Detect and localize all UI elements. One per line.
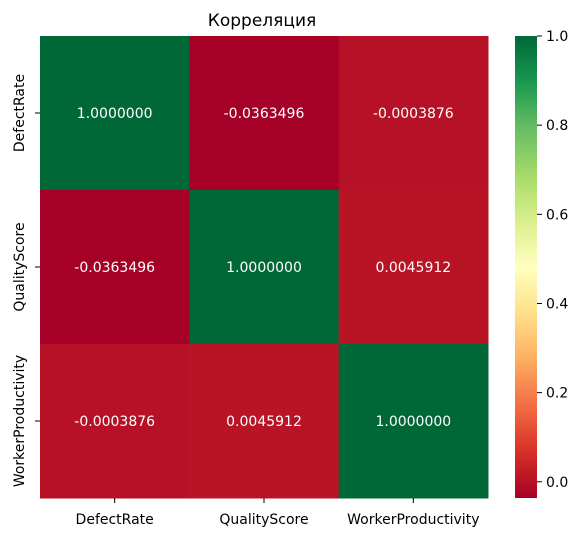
y-axis-ticks: DefectRate QualityScore WorkerProductivity bbox=[12, 74, 40, 487]
colorbar-tick-label: 0.2 bbox=[546, 386, 568, 402]
x-tick-label: QualityScore bbox=[219, 512, 308, 528]
heatmap-cell bbox=[189, 190, 340, 345]
cell-value-label: -0.0003876 bbox=[373, 106, 454, 122]
y-tick-label: WorkerProductivity bbox=[12, 355, 28, 487]
heatmap-cell bbox=[338, 190, 489, 345]
colorbar: 0.0 0.2 0.4 0.6 0.8 1.0 bbox=[515, 29, 568, 498]
x-tick-label: WorkerProductivity bbox=[347, 512, 479, 528]
x-tick-label: DefectRate bbox=[76, 512, 154, 528]
y-tick-label: QualityScore bbox=[12, 222, 28, 311]
colorbar-gradient bbox=[515, 36, 537, 498]
heatmap-cell bbox=[189, 344, 340, 499]
heatmap-cells bbox=[40, 36, 489, 499]
cell-value-label: 0.0045912 bbox=[226, 414, 302, 430]
colorbar-tick-label: 0.8 bbox=[546, 118, 568, 134]
heatmap-cell-labels: 1.0000000 -0.0363496 -0.0003876 -0.0363496 1… bbox=[74, 106, 454, 430]
colorbar-tick-label: 0.0 bbox=[546, 475, 568, 491]
colorbar-tick-label: 1.0 bbox=[546, 29, 568, 45]
colorbar-tick-label: 0.6 bbox=[546, 207, 568, 223]
cell-value-label: -0.0363496 bbox=[224, 106, 305, 122]
cell-value-label: 1.0000000 bbox=[375, 414, 451, 430]
cell-value-label: -0.0363496 bbox=[74, 260, 155, 276]
heatmap-cell bbox=[189, 36, 340, 191]
colorbar-tick-label: 0.4 bbox=[546, 296, 568, 312]
heatmap-cell bbox=[40, 344, 190, 499]
heatmap-cell bbox=[40, 190, 190, 345]
chart-title: Корреляция bbox=[208, 11, 316, 31]
y-tick-label: DefectRate bbox=[12, 74, 28, 152]
heatmap-cell bbox=[338, 344, 489, 499]
heatmap-cell bbox=[338, 36, 489, 191]
cell-value-label: 1.0000000 bbox=[226, 260, 302, 276]
colorbar-ticks: 0.0 0.2 0.4 0.6 0.8 1.0 bbox=[537, 29, 568, 491]
cell-value-label: -0.0003876 bbox=[74, 414, 155, 430]
x-axis-ticks: DefectRate QualityScore WorkerProductivity bbox=[76, 498, 479, 528]
heatmap-cell bbox=[40, 36, 190, 191]
cell-value-label: 0.0045912 bbox=[375, 260, 451, 276]
cell-value-label: 1.0000000 bbox=[77, 106, 153, 122]
